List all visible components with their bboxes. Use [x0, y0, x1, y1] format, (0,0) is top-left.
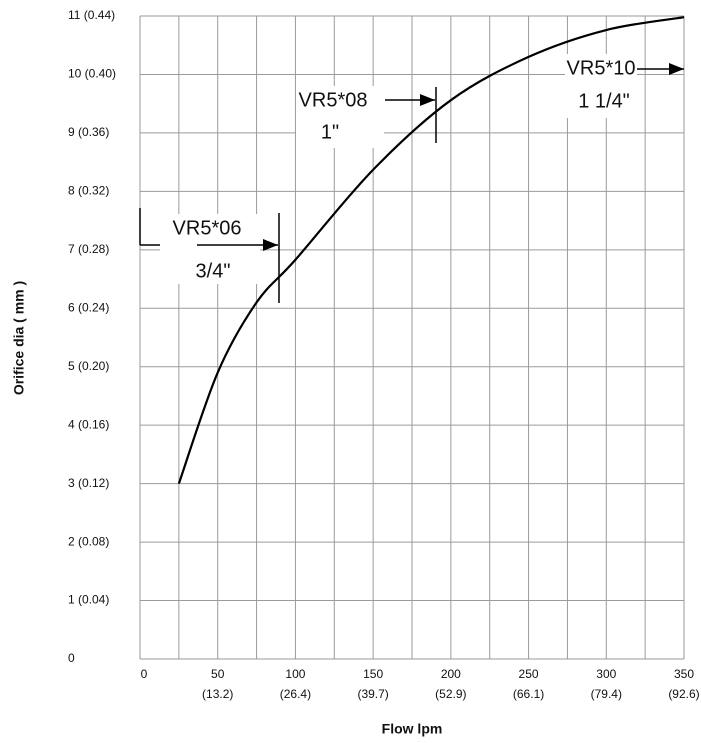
x-tick-sublabel: (26.4): [280, 687, 311, 701]
x-tick-label: 0: [141, 667, 148, 681]
x-tick-sublabel: (92.6): [668, 687, 699, 701]
y-tick-label: 0: [68, 651, 75, 665]
y-tick-label: 5 (0.20): [68, 359, 109, 373]
x-tick-label: 300: [596, 667, 616, 681]
y-tick-label: 3 (0.12): [68, 476, 109, 490]
y-tick-label: 4 (0.16): [68, 417, 109, 431]
curve: [177, 16, 685, 484]
x-tick-label: 50: [211, 667, 225, 681]
y-tick-label: 2 (0.08): [68, 534, 109, 548]
annotation: VR5*10: [567, 57, 636, 79]
annotation: VR5*08: [299, 89, 368, 111]
annotation: VR5*06: [173, 217, 242, 239]
y-tick-label: 8 (0.32): [68, 184, 109, 198]
annotations: VR5*06 3/4" VR5*08 1" VR5*10 1 1/4": [139, 16, 685, 484]
annotation: 1": [321, 121, 339, 143]
x-axis-title: Flow lpm: [382, 721, 443, 737]
annotation: 1 1/4": [578, 90, 630, 112]
y-tick-label: 9 (0.36): [68, 125, 109, 139]
y-tick-label: 6 (0.24): [68, 300, 109, 314]
x-tick-sublabel: (66.1): [513, 687, 544, 701]
y-tick-label: 10 (0.40): [68, 67, 116, 81]
x-tick-label: 150: [363, 667, 383, 681]
x-tick-label: 200: [441, 667, 461, 681]
x-tick-sublabel: (13.2): [202, 687, 233, 701]
x-tick-label: 250: [519, 667, 539, 681]
y-tick-label: 11 (0.44): [68, 8, 115, 22]
annotation: 3/4": [196, 260, 231, 282]
y-tick-label: 7 (0.28): [68, 242, 109, 256]
x-tick-sublabel: (79.4): [591, 687, 622, 701]
y-tick-label: 1 (0.04): [68, 593, 109, 607]
x-tick-sublabel: (52.9): [435, 687, 466, 701]
x-tick-sublabel: (39.7): [357, 687, 388, 701]
x-tick-label: 100: [285, 667, 305, 681]
x-tick-label: 350: [674, 667, 694, 681]
y-axis-title: Orifice dia ( mm ): [11, 281, 27, 395]
